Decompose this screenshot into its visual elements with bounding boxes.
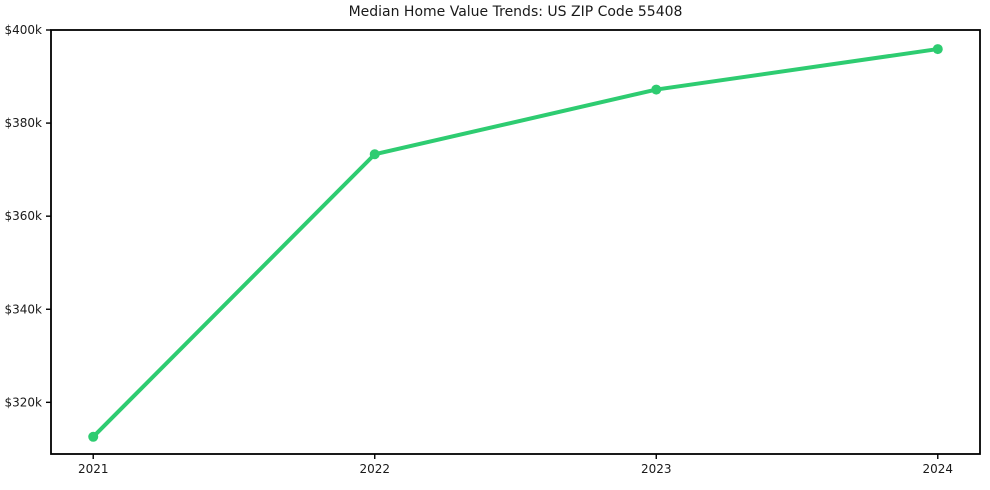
x-tick-label: 2023 [641, 462, 672, 476]
series-line [91, 47, 940, 439]
y-tick-label: $340k [5, 302, 43, 316]
x-tick-label: 2022 [359, 462, 390, 476]
y-tick-label: $320k [5, 395, 43, 409]
data-point-marker [651, 84, 662, 95]
y-tick-label: $400k [5, 23, 43, 37]
data-point-marker [88, 431, 99, 442]
y-tick-label: $380k [5, 116, 43, 130]
data-point-marker [932, 44, 943, 55]
y-tick-label: $360k [5, 209, 43, 223]
x-tick-label: 2024 [922, 462, 953, 476]
x-tick-label: 2021 [78, 462, 109, 476]
plot-border [50, 29, 981, 455]
chart-title: Median Home Value Trends: US ZIP Code 55… [348, 4, 683, 20]
data-point-marker [369, 149, 380, 160]
